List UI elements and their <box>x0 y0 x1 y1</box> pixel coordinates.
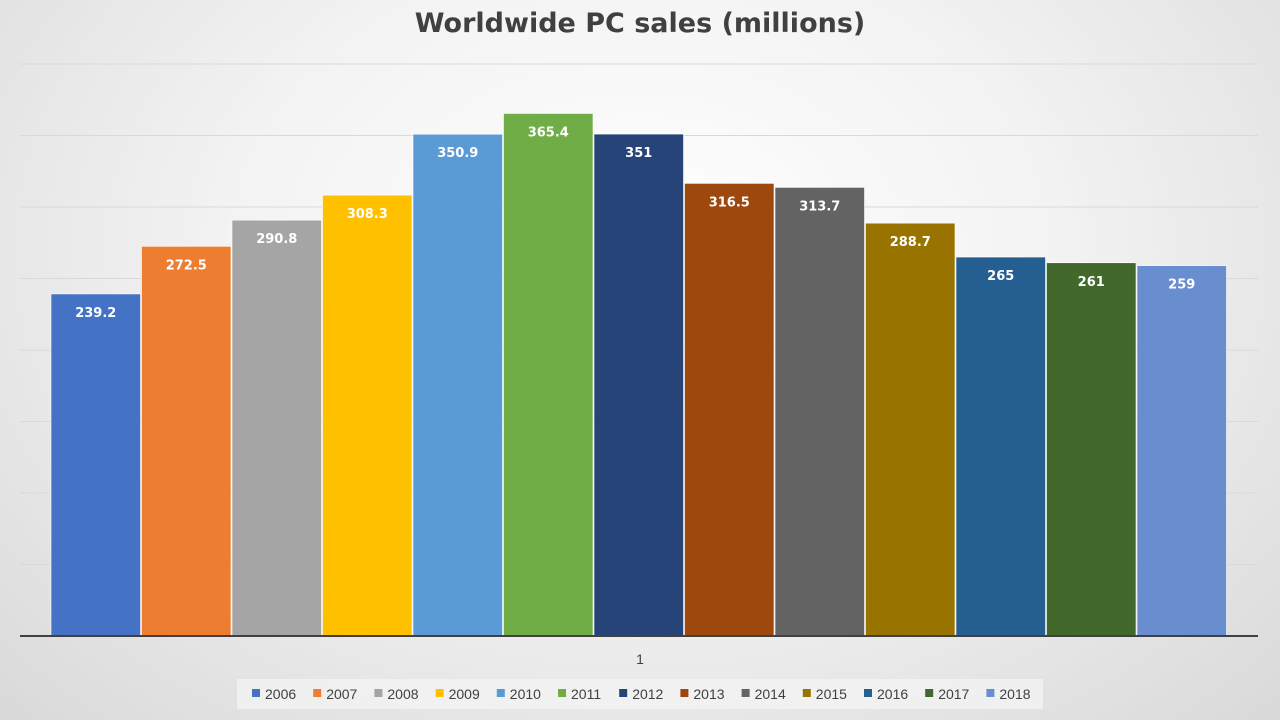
data-label-2008: 290.8 <box>256 232 297 247</box>
legend-label: 2017 <box>938 686 969 702</box>
bar-2009 <box>322 194 413 637</box>
data-label-2017: 261 <box>1078 275 1105 290</box>
legend-swatch <box>558 689 566 697</box>
legend-label: 2014 <box>755 686 786 702</box>
data-label-2016: 265 <box>987 269 1014 284</box>
bar-2011 <box>503 113 594 637</box>
bar-2006 <box>50 293 141 637</box>
x-tick-label: 1 <box>636 651 644 667</box>
data-label-2014: 313.7 <box>799 199 840 214</box>
legend-swatch <box>619 689 628 697</box>
legend-item-2013: 2013 <box>680 686 725 702</box>
legend-label: 2012 <box>632 686 663 702</box>
legend-swatch <box>374 689 383 697</box>
legend-swatch <box>864 689 872 697</box>
legend: 2006 2007 2008 2009 2010 2011 2012 2013 2014 2015… <box>252 686 1031 702</box>
data-label-2015: 288.7 <box>890 235 931 250</box>
legend-swatch <box>741 689 750 697</box>
legend-label: 2006 <box>265 686 296 702</box>
legend-label: 2013 <box>693 686 724 702</box>
bar-2008 <box>231 219 322 637</box>
legend-background <box>237 679 1043 709</box>
legend-label: 2016 <box>877 686 908 702</box>
legend-item-2009: 2009 <box>435 686 480 702</box>
legend-swatch <box>680 689 689 697</box>
legend-item-2006: 2006 <box>252 686 296 702</box>
bar-2017 <box>1046 262 1137 637</box>
legend-item-2010: 2010 <box>496 686 541 702</box>
legend-swatch <box>802 689 811 697</box>
legend-swatch <box>496 689 505 697</box>
legend-item-2011: 2011 <box>558 686 601 702</box>
data-label-2010: 350.9 <box>437 146 478 161</box>
legend-item-2016: 2016 <box>864 686 908 702</box>
data-labels: 239.2 272.5 290.8 308.3 350.9 365.4 351 316.5 31… <box>75 125 1195 320</box>
legend-swatch <box>252 689 260 697</box>
legend-item-2012: 2012 <box>619 686 664 702</box>
legend-swatch <box>435 689 444 697</box>
legend-swatch <box>925 689 934 697</box>
bar-2016 <box>955 256 1046 637</box>
legend-label: 2015 <box>816 686 847 702</box>
chart-title: Worldwide PC sales (millions) <box>415 8 866 39</box>
bar-2012 <box>593 133 684 637</box>
legend-label: 2009 <box>449 686 480 702</box>
bar-2013 <box>684 183 775 637</box>
legend-swatch <box>313 689 322 697</box>
legend-item-2007: 2007 <box>313 686 358 702</box>
data-label-2011: 365.4 <box>528 125 569 140</box>
legend-label: 2018 <box>999 686 1030 702</box>
bar-2015 <box>865 222 956 637</box>
data-label-2007: 272.5 <box>166 258 207 273</box>
data-label-2009: 308.3 <box>347 207 388 222</box>
legend-label: 2010 <box>510 686 541 702</box>
legend-item-2015: 2015 <box>802 686 847 702</box>
data-label-2012: 351 <box>625 146 652 161</box>
data-label-2006: 239.2 <box>75 306 116 321</box>
bar-2007 <box>141 246 232 637</box>
legend-label: 2011 <box>571 686 601 702</box>
legend-item-2018: 2018 <box>986 686 1031 702</box>
legend-label: 2007 <box>326 686 357 702</box>
legend-item-2008: 2008 <box>374 686 419 702</box>
legend-swatch <box>986 689 995 697</box>
data-label-2013: 316.5 <box>709 195 750 210</box>
legend-label: 2008 <box>387 686 418 702</box>
bar-2014 <box>774 187 865 637</box>
bar-2010 <box>412 133 503 637</box>
legend-item-2017: 2017 <box>925 686 970 702</box>
bar-series <box>50 113 1227 637</box>
legend-item-2014: 2014 <box>741 686 786 702</box>
bar-2018 <box>1136 265 1227 637</box>
data-label-2018: 259 <box>1168 278 1195 293</box>
